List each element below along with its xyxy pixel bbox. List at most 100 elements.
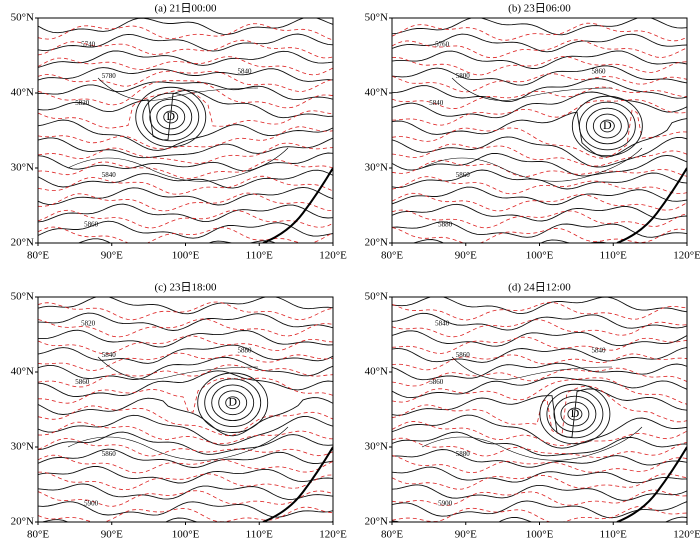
contour-label: 5860 — [75, 378, 90, 386]
contour-label: 5900 — [438, 500, 453, 508]
lat-label: 30°N — [11, 441, 34, 453]
low-contour — [197, 372, 269, 433]
contour-label: 5880 — [456, 450, 471, 458]
lat-label: 30°N — [11, 162, 34, 174]
lat-label: 30°N — [365, 162, 388, 174]
temperature-contour — [392, 455, 687, 474]
low-contour — [592, 113, 622, 139]
low-contour — [539, 383, 611, 445]
temperature-contour — [38, 438, 333, 457]
height-contour — [38, 33, 333, 52]
lon-label: 100°E — [172, 250, 200, 262]
lat-label: 20°N — [11, 237, 34, 249]
temperature-contour — [392, 367, 687, 387]
height-contour — [392, 376, 687, 399]
height-contour — [392, 136, 687, 168]
temperature-contour — [38, 364, 333, 388]
contour-label: 5820 — [81, 320, 96, 328]
temperature-contour — [392, 353, 687, 371]
contour-label: 5900 — [84, 500, 99, 508]
temperature-contour — [392, 159, 687, 177]
height-contour — [392, 346, 687, 363]
low-center: D — [166, 109, 175, 123]
lon-label: 80°E — [27, 529, 49, 541]
height-contour — [38, 81, 333, 101]
temperature-contour — [38, 126, 333, 150]
low-contour — [571, 95, 643, 157]
height-contour — [38, 483, 333, 500]
lon-label: 100°E — [526, 250, 554, 262]
temperature-contour — [38, 175, 333, 195]
coastline — [616, 446, 687, 522]
contour-label: 5860 — [592, 68, 607, 76]
temperature-contour — [38, 159, 333, 179]
lon-label: 90°E — [101, 250, 123, 262]
panel-title: (a) 21日00:00 — [154, 3, 217, 15]
coastline — [616, 167, 687, 243]
height-contour — [38, 186, 333, 206]
height-contour — [38, 397, 333, 437]
height-contour — [38, 414, 333, 446]
lon-label: 90°E — [455, 529, 477, 541]
contour-label: 5860 — [429, 378, 444, 386]
height-contour — [392, 500, 687, 519]
height-contour — [392, 152, 687, 177]
temperature-contour — [392, 336, 687, 354]
temperature-contour — [392, 56, 687, 76]
temperature-contour — [392, 73, 687, 93]
temperature-contour — [392, 39, 687, 59]
height-contour — [392, 50, 687, 69]
height-contour — [392, 414, 687, 449]
height-contour — [392, 203, 687, 222]
low-contour — [560, 401, 590, 427]
height-contour — [392, 239, 609, 243]
boundary — [421, 356, 643, 461]
lon-label: 110°E — [246, 529, 273, 541]
lon-label: 100°E — [526, 529, 554, 541]
height-contour — [392, 221, 687, 238]
low-contour — [142, 92, 200, 142]
contour-label: 5860 — [102, 450, 117, 458]
height-contour — [38, 448, 333, 468]
map-panel: 5740 5780 5820 5840 5840 5860 D — [38, 18, 333, 243]
lat-label: 40°N — [365, 87, 388, 99]
temperature-contour — [392, 421, 687, 446]
temperature-contour — [38, 335, 333, 355]
map-panel: 5840 5860 5860 5880 5840 5900 D — [392, 297, 687, 522]
boundary — [67, 356, 289, 461]
temperature-contour — [38, 23, 333, 41]
height-contour — [38, 89, 333, 141]
height-contour — [38, 203, 333, 223]
contour-label: 5820 — [75, 99, 90, 107]
panel-title: (d) 24日12:00 — [508, 282, 571, 294]
lat-label: 20°N — [11, 516, 34, 528]
temperature-contour — [38, 377, 333, 413]
contour-label: 5860 — [456, 171, 471, 179]
contour-label: 5840 — [102, 351, 117, 359]
height-contour — [392, 297, 687, 315]
height-contour — [38, 466, 333, 484]
lon-label: 110°E — [600, 529, 627, 541]
panel-title: (b) 23日06:00 — [508, 3, 571, 15]
temperature-contour — [38, 70, 333, 92]
low-contour — [585, 107, 629, 145]
temperature-contour — [392, 143, 687, 167]
boundary — [421, 77, 643, 182]
temperature-contour — [392, 301, 687, 321]
contour-label: 5880 — [438, 221, 453, 229]
height-contour — [392, 111, 687, 158]
lat-label: 50°N — [365, 291, 388, 303]
contour-label: 5840 — [592, 347, 607, 355]
temperature-contour — [38, 301, 333, 321]
lat-label: 50°N — [11, 291, 34, 303]
contour-label: 5880 — [238, 347, 253, 355]
temperature-contour — [392, 227, 687, 243]
lon-label: 120°E — [673, 529, 700, 541]
low-contour — [149, 98, 193, 136]
height-contour — [38, 137, 333, 159]
contour-label: 5860 — [84, 221, 99, 229]
map-panel: 5760 5800 5840 5860 5860 5880 D — [392, 18, 687, 243]
height-contour — [38, 119, 333, 151]
contour-label: 5840 — [102, 171, 117, 179]
